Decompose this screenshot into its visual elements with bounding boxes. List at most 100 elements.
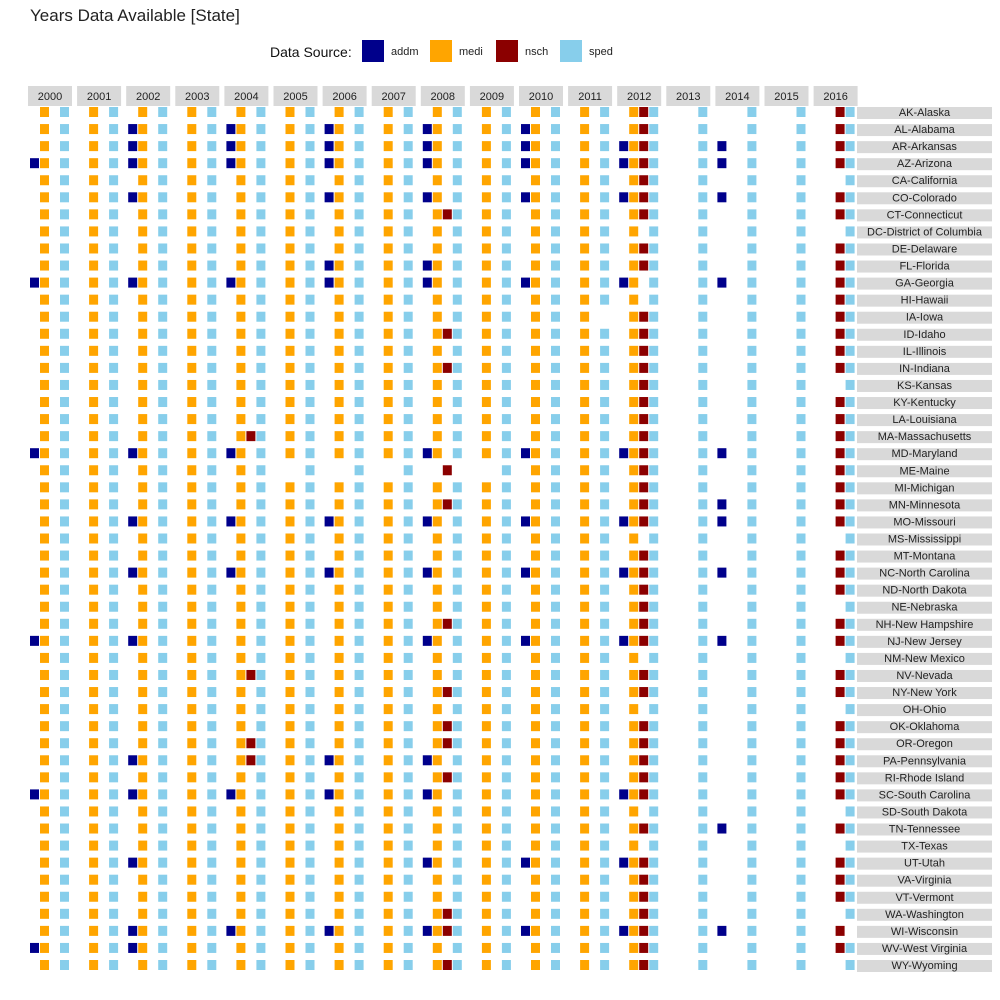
mark-sped bbox=[60, 857, 69, 868]
mark-medi bbox=[531, 379, 540, 390]
mark-nsch bbox=[835, 550, 845, 561]
mark-sped bbox=[158, 925, 168, 936]
mark-sped bbox=[501, 567, 511, 578]
mark-medi bbox=[481, 192, 491, 203]
mark-sped bbox=[256, 738, 266, 749]
mark-sped bbox=[698, 209, 708, 220]
mark-medi bbox=[481, 550, 491, 561]
mark-sped bbox=[501, 687, 511, 698]
mark-sped bbox=[60, 192, 69, 203]
mark-medi bbox=[40, 328, 49, 339]
mark-sped bbox=[551, 806, 560, 817]
mark-sped bbox=[600, 755, 610, 766]
mark-medi bbox=[580, 738, 590, 749]
legend-title: Data Source: bbox=[270, 44, 352, 60]
mark-addm bbox=[226, 925, 236, 936]
mark-sped bbox=[747, 755, 757, 766]
mark-addm bbox=[422, 448, 432, 459]
mark-medi bbox=[481, 823, 491, 834]
mark-medi bbox=[236, 584, 246, 595]
mark-sped bbox=[747, 601, 757, 612]
mark-sped bbox=[600, 260, 610, 271]
mark-sped bbox=[60, 567, 69, 578]
mark-sped bbox=[207, 362, 217, 373]
mark-sped bbox=[305, 226, 315, 237]
mark-sped bbox=[60, 806, 69, 817]
mark-sped bbox=[796, 738, 806, 749]
mark-medi bbox=[580, 584, 590, 595]
mark-medi bbox=[285, 499, 295, 510]
mark-sped bbox=[403, 431, 413, 442]
mark-medi bbox=[432, 840, 442, 851]
mark-sped bbox=[354, 243, 364, 254]
mark-medi bbox=[580, 414, 590, 425]
mark-sped bbox=[158, 908, 168, 919]
mark-sped bbox=[501, 635, 511, 646]
mark-medi bbox=[432, 960, 442, 970]
mark-sped bbox=[796, 243, 806, 254]
mark-sped bbox=[207, 448, 217, 459]
mark-sped bbox=[354, 107, 364, 117]
state-label: WI-Wisconsin bbox=[891, 926, 958, 938]
mark-sped bbox=[600, 601, 610, 612]
legend: Data Source: addm medi nsch sped bbox=[270, 40, 613, 62]
mark-sped bbox=[256, 226, 266, 237]
mark-sped bbox=[698, 704, 708, 715]
mark-sped bbox=[158, 431, 168, 442]
mark-sped bbox=[305, 823, 315, 834]
mark-medi bbox=[89, 260, 99, 271]
mark-sped bbox=[501, 431, 511, 442]
mark-sped bbox=[256, 550, 266, 561]
mark-sped bbox=[452, 687, 462, 698]
mark-sped bbox=[158, 533, 168, 544]
mark-medi bbox=[629, 550, 639, 561]
mark-medi bbox=[481, 704, 491, 715]
mark-sped bbox=[452, 431, 462, 442]
mark-medi bbox=[334, 669, 344, 680]
mark-sped bbox=[158, 499, 168, 510]
mark-sped bbox=[747, 448, 757, 459]
mark-sped bbox=[403, 107, 413, 117]
mark-sped bbox=[698, 107, 708, 117]
mark-addm bbox=[717, 516, 727, 527]
mark-sped bbox=[649, 482, 659, 493]
mark-sped bbox=[600, 448, 610, 459]
mark-sped bbox=[305, 175, 315, 186]
mark-medi bbox=[334, 260, 344, 271]
mark-sped bbox=[305, 107, 315, 117]
mark-addm bbox=[324, 260, 334, 271]
mark-addm bbox=[619, 158, 629, 169]
mark-addm bbox=[521, 635, 530, 646]
state-strip bbox=[857, 499, 992, 512]
state-strip bbox=[857, 789, 992, 802]
mark-medi bbox=[285, 175, 295, 186]
mark-medi bbox=[89, 669, 99, 680]
mark-addm bbox=[619, 789, 629, 800]
mark-medi bbox=[236, 567, 246, 578]
mark-addm bbox=[128, 567, 138, 578]
mark-sped bbox=[747, 840, 757, 851]
mark-nsch bbox=[835, 465, 845, 476]
mark-medi bbox=[285, 243, 295, 254]
year-strip-2002 bbox=[126, 86, 171, 106]
mark-sped bbox=[305, 738, 315, 749]
mark-medi bbox=[629, 721, 639, 732]
mark-sped bbox=[698, 260, 708, 271]
mark-medi bbox=[383, 294, 393, 305]
mark-medi bbox=[187, 448, 197, 459]
mark-medi bbox=[629, 857, 639, 868]
mark-medi bbox=[531, 567, 540, 578]
mark-sped bbox=[845, 891, 855, 902]
mark-sped bbox=[207, 328, 217, 339]
mark-medi bbox=[481, 414, 491, 425]
mark-addm bbox=[30, 158, 39, 169]
mark-medi bbox=[138, 414, 148, 425]
mark-sped bbox=[256, 448, 266, 459]
mark-sped bbox=[305, 311, 315, 322]
mark-medi bbox=[432, 379, 442, 390]
mark-nsch bbox=[835, 755, 845, 766]
mark-medi bbox=[89, 738, 99, 749]
mark-medi bbox=[383, 721, 393, 732]
mark-medi bbox=[89, 567, 99, 578]
mark-medi bbox=[383, 857, 393, 868]
